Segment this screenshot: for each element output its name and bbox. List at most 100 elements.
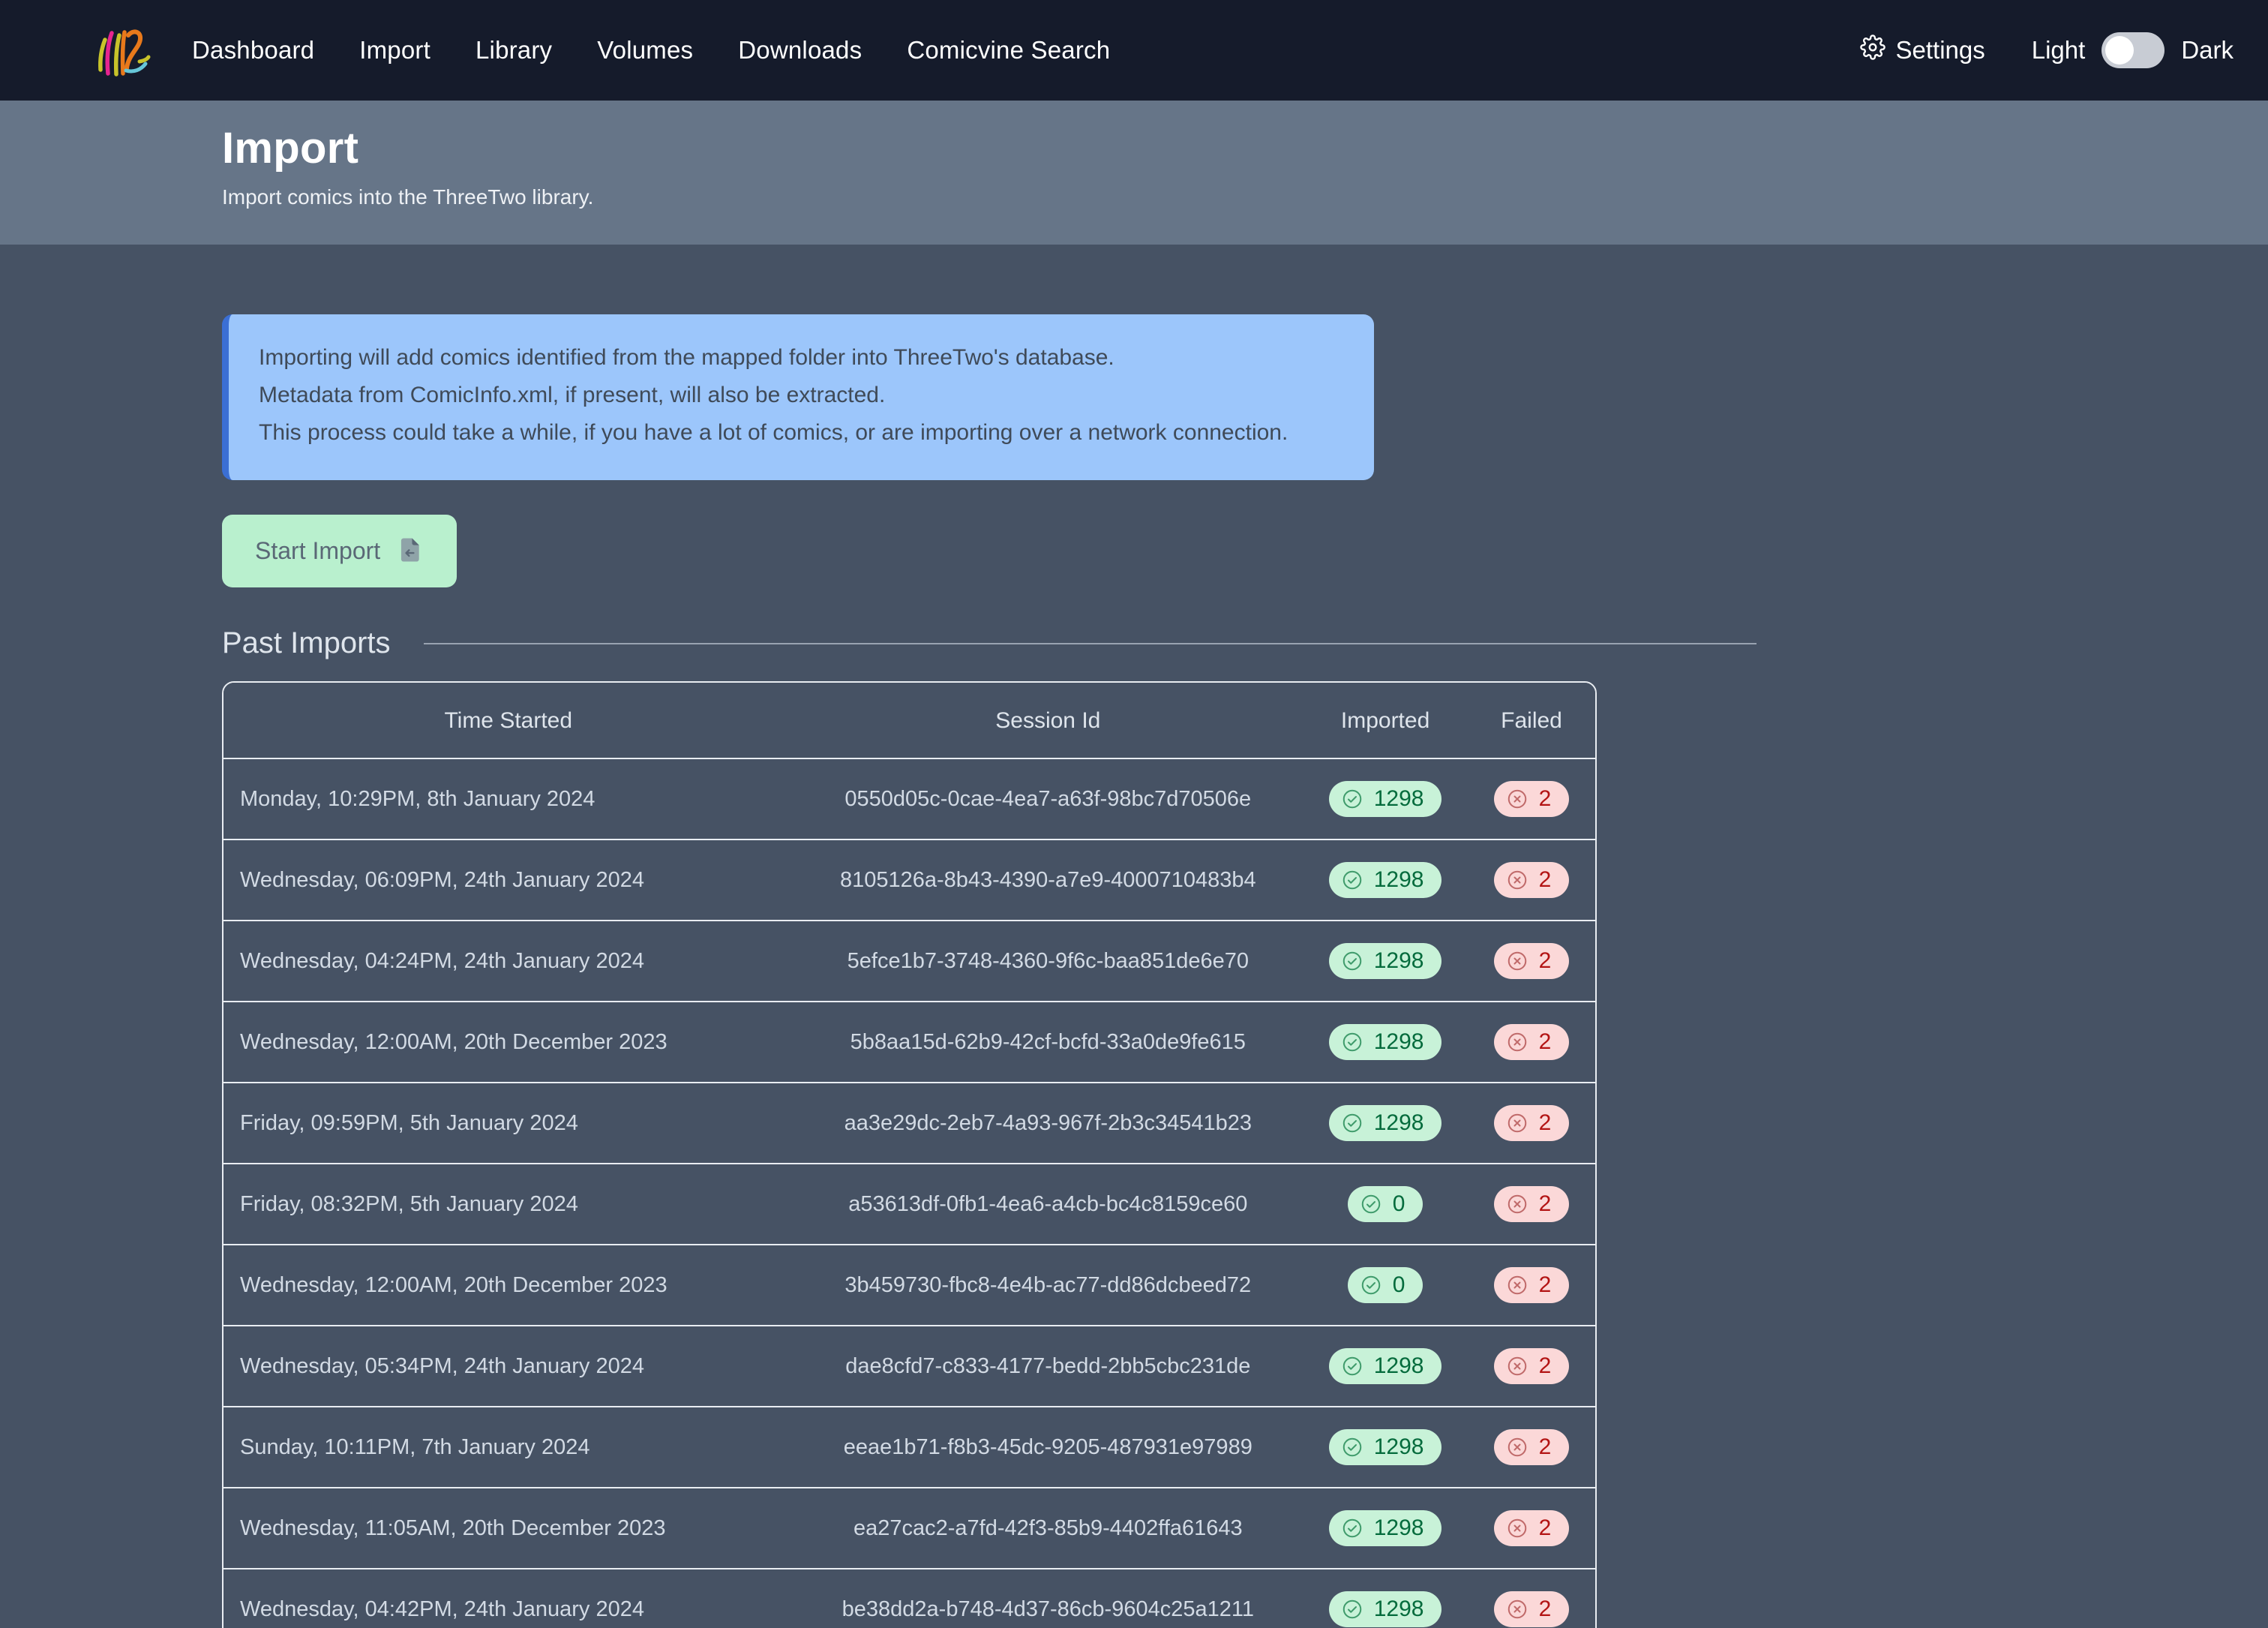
cell-session-id: a53613df-0fb1-4ea6-a4cb-bc4c8159ce60 [848,1191,1248,1216]
app-logo-icon[interactable] [82,11,160,89]
imported-badge: 0 [1347,1186,1424,1222]
column-header-time-started[interactable]: Time Started [224,683,794,759]
imported-count: 1298 [1373,1110,1424,1135]
table-row[interactable]: Sunday, 10:11PM, 7th January 2024 eeae1b7… [224,1407,1595,1488]
imported-count: 1298 [1373,1515,1424,1540]
imported-badge: 1298 [1328,1024,1442,1060]
cell-failed: 2 [1468,840,1595,921]
theme-dark-label: Dark [2181,36,2234,64]
x-circle-icon [1506,1517,1528,1539]
table-row[interactable]: Wednesday, 12:00AM, 20th December 2023 3b… [224,1245,1595,1326]
table-row[interactable]: Friday, 08:32PM, 5th January 2024 a53613d… [224,1164,1595,1245]
cell-imported: 1298 [1303,1083,1468,1164]
start-import-label: Start Import [255,537,381,564]
cell-imported: 1298 [1303,840,1468,921]
check-circle-icon [1360,1274,1382,1296]
failed-badge: 2 [1493,1348,1570,1384]
nav-link-volumes[interactable]: Volumes [597,36,694,64]
failed-count: 2 [1538,1353,1552,1378]
past-imports-section-header: Past Imports [222,626,1756,660]
failed-badge: 2 [1493,1591,1570,1627]
table-row[interactable]: Wednesday, 04:42PM, 24th January 2024 be3… [224,1569,1595,1628]
cell-session-id: be38dd2a-b748-4d37-86cb-9604c25a1211 [842,1596,1254,1621]
info-banner-line-3: This process could take a while, if you … [259,420,1288,445]
failed-count: 2 [1538,1029,1552,1054]
imported-count: 0 [1392,1272,1406,1297]
nav-link-comicvine-search[interactable]: Comicvine Search [907,36,1111,64]
cell-imported: 1298 [1303,1326,1468,1407]
cell-time-started: Wednesday, 04:24PM, 24th January 2024 [240,948,645,973]
x-circle-icon [1506,950,1528,972]
check-circle-icon [1341,1517,1364,1539]
imported-count: 1298 [1373,1353,1424,1378]
cell-time-started: Wednesday, 04:42PM, 24th January 2024 [240,1596,645,1621]
x-circle-icon [1506,1355,1528,1377]
theme-toggle-knob [2105,36,2134,65]
cell-failed: 2 [1468,1164,1595,1245]
table-row[interactable]: Wednesday, 04:24PM, 24th January 2024 5ef… [224,921,1595,1002]
cell-session-id: 3b459730-fbc8-4e4b-ac77-dd86dcbeed72 [844,1272,1252,1297]
table-row[interactable]: Wednesday, 05:34PM, 24th January 2024 dae… [224,1326,1595,1407]
cell-failed: 2 [1468,1245,1595,1326]
column-header-session-id[interactable]: Session Id [793,683,1304,759]
imported-count: 1298 [1373,1596,1424,1621]
cell-session-id: dae8cfd7-c833-4177-bedd-2bb5cbc231de [845,1353,1251,1378]
gear-icon [1859,35,1886,66]
imported-count: 1298 [1373,867,1424,892]
x-circle-icon [1506,1598,1528,1620]
failed-count: 2 [1538,1110,1552,1135]
settings-button[interactable]: Settings [1859,35,1985,66]
failed-count: 2 [1538,786,1552,811]
cell-imported: 1298 [1303,1407,1468,1488]
check-circle-icon [1360,1193,1382,1215]
imported-count: 1298 [1373,948,1424,973]
cell-session-id: 0550d05c-0cae-4ea7-a63f-98bc7d70506e [844,786,1252,811]
table-row[interactable]: Wednesday, 06:09PM, 24th January 2024 810… [224,840,1595,921]
cell-time-started: Wednesday, 06:09PM, 24th January 2024 [240,867,645,892]
cell-failed: 2 [1468,758,1595,840]
start-import-button[interactable]: Start Import [222,515,458,587]
cell-failed: 2 [1468,1407,1595,1488]
cell-imported: 1298 [1303,1488,1468,1569]
info-banner-line-2: Metadata from ComicInfo.xml, if present,… [259,383,886,407]
cell-time-started: Wednesday, 12:00AM, 20th December 2023 [240,1272,668,1297]
table-row[interactable]: Monday, 10:29PM, 8th January 2024 0550d05… [224,758,1595,840]
failed-badge: 2 [1493,862,1570,898]
check-circle-icon [1341,1436,1364,1458]
x-circle-icon [1506,1112,1528,1134]
nav-right-group: Settings Light Dark [1859,32,2234,68]
column-header-imported[interactable]: Imported [1303,683,1468,759]
page-title: Import [222,124,359,173]
cell-time-started: Wednesday, 12:00AM, 20th December 2023 [240,1029,668,1054]
x-circle-icon [1506,1274,1528,1296]
imported-badge: 1298 [1328,781,1442,817]
failed-badge: 2 [1493,943,1570,979]
past-imports-table: Time Started Session Id Imported Failed … [224,683,1595,1628]
table-row[interactable]: Wednesday, 11:05AM, 20th December 2023 ea… [224,1488,1595,1569]
cell-time-started: Wednesday, 05:34PM, 24th January 2024 [240,1353,645,1378]
column-header-failed[interactable]: Failed [1468,683,1595,759]
nav-links: Dashboard Import Library Volumes Downloa… [192,36,1110,65]
cell-session-id: 8105126a-8b43-4390-a7e9-4000710483b4 [839,867,1256,892]
failed-count: 2 [1538,1515,1552,1540]
main-content: Importing will add comics identified fro… [0,314,2268,1628]
imported-badge: 1298 [1328,943,1442,979]
imported-count: 0 [1392,1191,1406,1216]
cell-imported: 1298 [1303,758,1468,840]
failed-count: 2 [1538,1272,1552,1297]
check-circle-icon [1341,1031,1364,1053]
table-row[interactable]: Friday, 09:59PM, 5th January 2024 aa3e29d… [224,1083,1595,1164]
cell-failed: 2 [1468,921,1595,1002]
nav-link-library[interactable]: Library [475,36,553,64]
theme-toggle-switch[interactable] [2102,32,2165,68]
check-circle-icon [1341,1598,1364,1620]
check-circle-icon [1341,950,1364,972]
past-imports-title: Past Imports [222,626,391,659]
cell-session-id: aa3e29dc-2eb7-4a93-967f-2b3c34541b23 [844,1110,1252,1135]
nav-link-import[interactable]: Import [359,36,430,64]
x-circle-icon [1506,1031,1528,1053]
failed-badge: 2 [1493,1267,1570,1303]
nav-link-downloads[interactable]: Downloads [738,36,862,64]
table-row[interactable]: Wednesday, 12:00AM, 20th December 2023 5b… [224,1002,1595,1083]
nav-link-dashboard[interactable]: Dashboard [192,36,315,64]
